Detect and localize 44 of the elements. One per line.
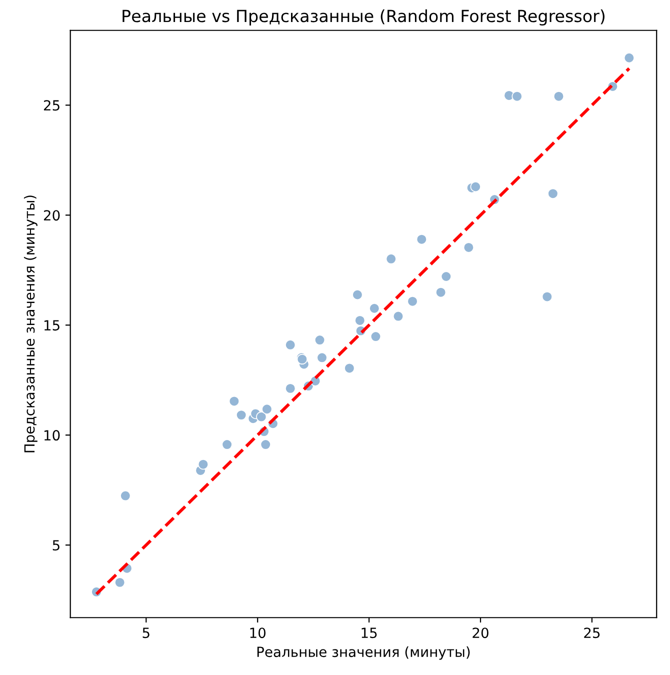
- point: [435, 286, 446, 298]
- point: [198, 458, 209, 470]
- point: [114, 577, 126, 588]
- point: [470, 181, 481, 192]
- point: [553, 91, 564, 102]
- point: [463, 242, 474, 253]
- y-tick-label: 20: [44, 210, 60, 221]
- point: [542, 291, 552, 302]
- point: [236, 410, 247, 420]
- point: [344, 362, 355, 374]
- point: [228, 396, 240, 407]
- point: [354, 315, 366, 326]
- x-tick-label: 10: [250, 628, 266, 638]
- point: [386, 254, 396, 264]
- point: [407, 296, 418, 307]
- point: [262, 404, 272, 414]
- x-axis-title: Реальные значения (минуты): [257, 646, 470, 660]
- point: [392, 310, 404, 322]
- point: [120, 490, 131, 502]
- x-tick-label: 20: [472, 628, 488, 638]
- point: [369, 303, 380, 314]
- point: [512, 91, 522, 102]
- y-axis-title: Предсказанные значения (минуты): [24, 196, 38, 452]
- y-tick-label: 5: [52, 540, 60, 551]
- point: [352, 289, 363, 300]
- y-tick-label: 15: [44, 320, 60, 331]
- chart-title: Реальные vs Предсказанные (Random Forest Regressor): [122, 9, 604, 26]
- point: [314, 334, 326, 346]
- x-tick-label: 5: [142, 628, 150, 638]
- point: [256, 411, 267, 422]
- y-tick-label: 10: [44, 430, 60, 441]
- x-tick-label: 15: [362, 628, 377, 638]
- point: [416, 234, 427, 245]
- point: [624, 52, 635, 64]
- point: [285, 340, 296, 350]
- point: [370, 331, 382, 342]
- point: [285, 383, 296, 394]
- point: [222, 439, 232, 450]
- point: [260, 439, 271, 450]
- point: [440, 271, 452, 282]
- x-tick-label: 25: [584, 628, 600, 638]
- point: [548, 188, 558, 199]
- y-tick-label: 25: [44, 100, 60, 111]
- point: [316, 352, 328, 363]
